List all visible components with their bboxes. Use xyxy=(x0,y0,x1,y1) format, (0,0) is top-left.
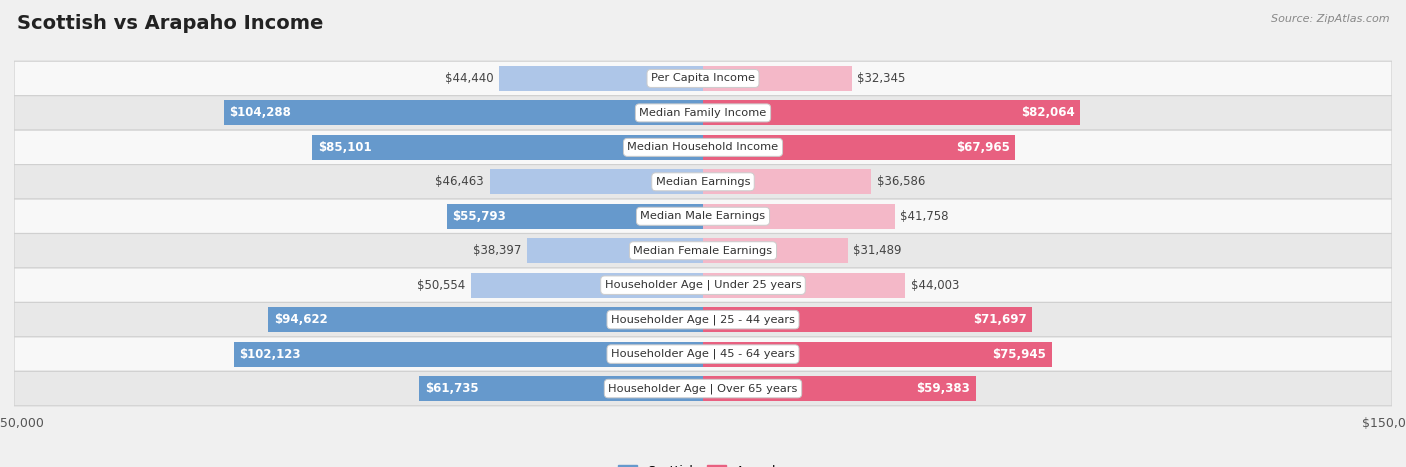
Bar xyxy=(269,307,703,332)
Bar xyxy=(489,170,703,194)
Bar xyxy=(703,307,1032,332)
Text: $67,965: $67,965 xyxy=(956,141,1010,154)
Text: $46,463: $46,463 xyxy=(436,175,484,188)
Text: $71,697: $71,697 xyxy=(973,313,1026,326)
Legend: Scottish, Arapaho: Scottish, Arapaho xyxy=(613,460,793,467)
Text: $59,383: $59,383 xyxy=(917,382,970,395)
Text: $36,586: $36,586 xyxy=(876,175,925,188)
Bar xyxy=(224,100,703,125)
FancyBboxPatch shape xyxy=(14,268,1392,303)
Text: $75,945: $75,945 xyxy=(993,347,1046,361)
Text: Scottish vs Arapaho Income: Scottish vs Arapaho Income xyxy=(17,14,323,33)
FancyBboxPatch shape xyxy=(14,96,1392,130)
FancyBboxPatch shape xyxy=(14,61,1392,96)
FancyBboxPatch shape xyxy=(14,130,1392,164)
FancyBboxPatch shape xyxy=(14,337,1392,371)
Bar xyxy=(703,238,848,263)
Bar xyxy=(233,342,703,367)
Bar xyxy=(703,170,872,194)
Text: Per Capita Income: Per Capita Income xyxy=(651,73,755,84)
Bar xyxy=(703,100,1080,125)
Text: $41,758: $41,758 xyxy=(900,210,949,223)
Text: $44,440: $44,440 xyxy=(444,72,494,85)
FancyBboxPatch shape xyxy=(14,371,1392,406)
Bar xyxy=(703,273,905,297)
Text: $82,064: $82,064 xyxy=(1021,106,1074,120)
Text: Householder Age | 45 - 64 years: Householder Age | 45 - 64 years xyxy=(612,349,794,359)
Bar xyxy=(527,238,703,263)
FancyBboxPatch shape xyxy=(14,303,1392,337)
Bar xyxy=(419,376,703,401)
Text: Source: ZipAtlas.com: Source: ZipAtlas.com xyxy=(1271,14,1389,24)
Text: $104,288: $104,288 xyxy=(229,106,291,120)
Text: $32,345: $32,345 xyxy=(858,72,905,85)
FancyBboxPatch shape xyxy=(14,234,1392,268)
Bar xyxy=(703,376,976,401)
Text: Median Male Earnings: Median Male Earnings xyxy=(641,211,765,221)
Text: $102,123: $102,123 xyxy=(239,347,301,361)
Text: $55,793: $55,793 xyxy=(453,210,506,223)
Bar xyxy=(499,66,703,91)
Text: Householder Age | Under 25 years: Householder Age | Under 25 years xyxy=(605,280,801,290)
Text: $85,101: $85,101 xyxy=(318,141,371,154)
Text: $50,554: $50,554 xyxy=(418,279,465,292)
Text: $61,735: $61,735 xyxy=(425,382,478,395)
Text: Median Family Income: Median Family Income xyxy=(640,108,766,118)
Text: $38,397: $38,397 xyxy=(472,244,522,257)
Text: Householder Age | Over 65 years: Householder Age | Over 65 years xyxy=(609,383,797,394)
Bar xyxy=(703,204,894,229)
Text: Householder Age | 25 - 44 years: Householder Age | 25 - 44 years xyxy=(612,314,794,325)
FancyBboxPatch shape xyxy=(14,164,1392,199)
Bar xyxy=(703,342,1052,367)
Bar xyxy=(703,135,1015,160)
Text: $44,003: $44,003 xyxy=(911,279,959,292)
Text: $31,489: $31,489 xyxy=(853,244,901,257)
Text: Median Household Income: Median Household Income xyxy=(627,142,779,152)
Text: Median Female Earnings: Median Female Earnings xyxy=(634,246,772,256)
Bar xyxy=(471,273,703,297)
Bar xyxy=(703,66,852,91)
Bar xyxy=(447,204,703,229)
FancyBboxPatch shape xyxy=(14,199,1392,234)
Text: $94,622: $94,622 xyxy=(274,313,328,326)
Text: Median Earnings: Median Earnings xyxy=(655,177,751,187)
Bar xyxy=(312,135,703,160)
